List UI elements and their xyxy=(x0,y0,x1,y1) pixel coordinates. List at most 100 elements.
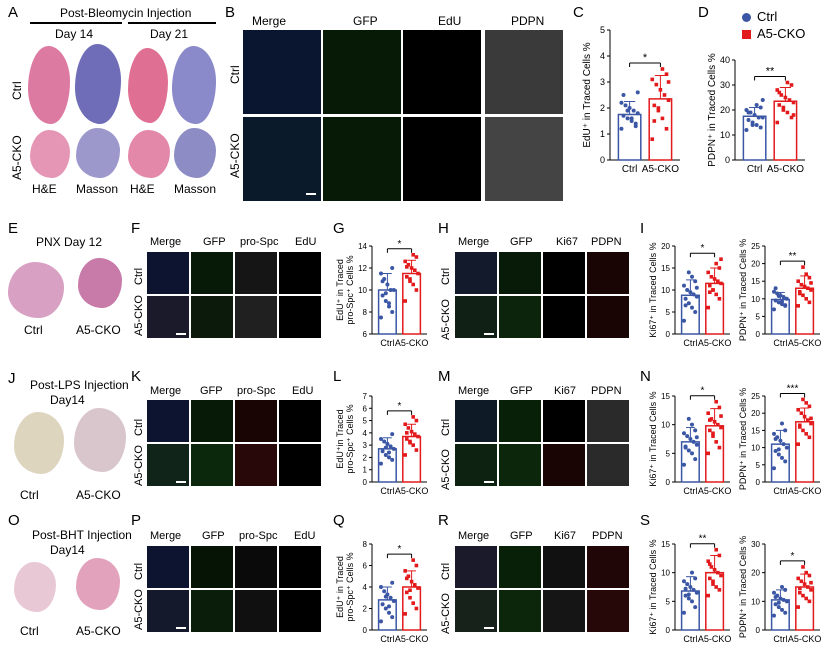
d-point-ctrl-14 xyxy=(760,98,765,102)
c-point-cko-10 xyxy=(664,72,669,76)
g-point-cko-3 xyxy=(408,277,412,281)
c-ylabel-0: EdU⁺ in Traced Cells % xyxy=(582,42,593,147)
q-point-ctrl-0 xyxy=(379,619,383,624)
i1-point-cko-5 xyxy=(719,281,723,286)
n2-point-cko-9 xyxy=(796,407,800,412)
i1-point-ctrl-6 xyxy=(691,292,696,297)
day14-label: Day 14 xyxy=(55,27,94,41)
s1-point-ctrl-5 xyxy=(694,590,699,595)
f-col-edu: EdU xyxy=(295,236,317,248)
d-point-cko-1 xyxy=(789,115,794,120)
legend-ctrl-label: Ctrl xyxy=(757,9,778,24)
c-point-cko-1 xyxy=(664,127,669,131)
tissue-he-d21-cko xyxy=(128,130,170,178)
h-img-pdpn-ctrl xyxy=(587,252,629,294)
n1-point-cko-0 xyxy=(706,451,710,456)
k-img-merge-cko xyxy=(147,444,189,486)
tissue-lps-ctrl xyxy=(14,412,64,474)
i1-point-cko-4 xyxy=(708,283,712,288)
r-img-ki67-cko xyxy=(543,590,585,632)
n2-ytick-label-4: 20 xyxy=(751,409,760,418)
i1-point-cko-0 xyxy=(706,305,710,310)
s2-point-ctrl-1 xyxy=(783,610,788,615)
r-img-pdpn-cko xyxy=(587,590,629,632)
g-point-ctrl-2 xyxy=(387,304,391,309)
m-col-pdpn: PDPN xyxy=(591,385,622,397)
s2-point-ctrl-2 xyxy=(780,607,784,612)
i2-ytick-label-3: 15 xyxy=(751,277,760,286)
s1-point-cko-8 xyxy=(709,565,714,569)
i1-point-cko-12 xyxy=(711,288,715,292)
panel-label-f: F xyxy=(131,220,141,237)
tissue-masson-d14-ctrl xyxy=(75,44,121,124)
g-point-ctrl-0 xyxy=(379,315,383,320)
s1-ytick-label-0: 0 xyxy=(666,626,671,635)
s1-point-ctrl-11 xyxy=(690,570,694,575)
m-img-pdpn-cko xyxy=(587,444,629,486)
d-point-cko-2 xyxy=(785,110,790,115)
f-img-gfp-cko xyxy=(191,296,233,338)
n2-ytick-label-3: 15 xyxy=(751,426,760,435)
q-point-ctrl-8 xyxy=(382,589,387,594)
c-point-cko-7 xyxy=(658,88,663,92)
c-point-cko-13 xyxy=(652,119,657,123)
l-point-ctrl-11 xyxy=(387,450,391,455)
i1-point-ctrl-3 xyxy=(686,301,691,306)
l-point-cko-9 xyxy=(403,422,407,427)
c-point-cko-11 xyxy=(660,67,665,71)
d-point-ctrl-2 xyxy=(754,123,759,127)
n2-point-ctrl-10 xyxy=(783,428,788,433)
d-ytick-label-3: 30 xyxy=(720,80,730,90)
q-ylabel-0: EdU⁺ in Traced xyxy=(335,556,345,618)
tissue-masson-d14-cko xyxy=(76,128,120,178)
tissue-he-d21-ctrl xyxy=(128,48,168,123)
d-ytick-label-1: 10 xyxy=(720,130,730,140)
q-point-ctrl-2 xyxy=(387,610,391,615)
c-point-cko-2 xyxy=(660,116,665,121)
n2-point-ctrl-4 xyxy=(773,449,778,454)
k-img-gfp-cko xyxy=(191,444,233,486)
i2-sig-stars: ** xyxy=(789,251,797,262)
s1-point-cko-2 xyxy=(714,585,718,589)
n2-point-cko-10 xyxy=(807,404,812,409)
g-point-cko-12 xyxy=(408,279,412,283)
o-label-ctrl: Ctrl xyxy=(20,624,39,638)
i1-ytick-label-1: 5 xyxy=(666,308,671,317)
f-col-gfp: GFP xyxy=(203,236,226,248)
i1-ytick-label-4: 20 xyxy=(661,242,670,251)
i2-point-cko-9 xyxy=(796,279,800,283)
i2-point-cko-7 xyxy=(802,284,807,289)
q-point-ctrl-6 xyxy=(388,595,393,600)
c-point-cko-4 xyxy=(652,103,657,108)
s1-point-cko-10 xyxy=(717,553,722,558)
l-point-ctrl-2 xyxy=(387,455,391,460)
col-label-he-2: H&E xyxy=(130,182,155,196)
m-img-merge-ctrl xyxy=(455,400,497,442)
c-point-ctrl-13 xyxy=(621,93,626,97)
p-img-merge-cko xyxy=(147,590,189,632)
c-ytick-label-3: 3 xyxy=(600,77,605,87)
n1-point-cko-1 xyxy=(717,445,722,450)
h-img-merge-ctrl xyxy=(455,252,497,294)
l-ytick-label-4: 4 xyxy=(363,429,368,438)
d-point-ctrl-12 xyxy=(750,123,755,127)
d-point-cko-11 xyxy=(785,80,790,85)
n1-point-ctrl-13 xyxy=(683,444,688,449)
g-point-cko-7 xyxy=(409,266,414,270)
n2-point-ctrl-13 xyxy=(773,437,778,441)
h-img-merge-cko xyxy=(455,296,497,338)
p-scale-bar xyxy=(176,627,186,629)
panel-label-i: I xyxy=(640,220,645,237)
b-img-merge-cko xyxy=(243,117,321,201)
l-point-ctrl-6 xyxy=(388,444,393,449)
s1-ytick-label-1: 5 xyxy=(666,597,671,606)
i1-point-cko-6 xyxy=(716,279,720,283)
c-point-ctrl-11 xyxy=(629,116,634,121)
i2-ytick-label-2: 10 xyxy=(751,295,760,304)
i1-bar-ctrl xyxy=(680,294,700,335)
i2-point-ctrl-4 xyxy=(773,298,778,303)
s1-point-cko-0 xyxy=(706,593,710,598)
n2-xlabel-0: Ctrl xyxy=(773,486,787,496)
n2-point-cko-11 xyxy=(804,401,808,405)
c-point-cko-6 xyxy=(662,93,667,97)
